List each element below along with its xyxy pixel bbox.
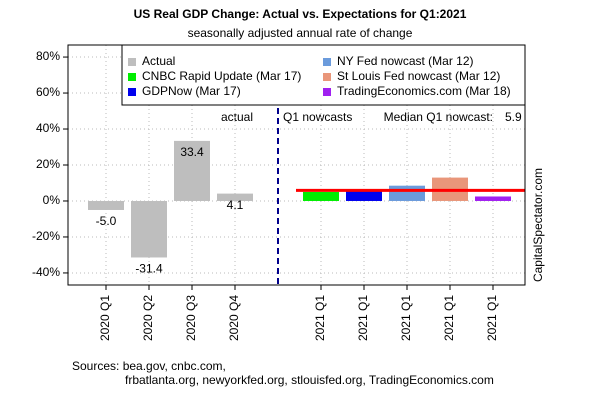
x-tick-label: 2021 Q1: [485, 295, 499, 341]
legend-label: CNBC Rapid Update (Mar 17): [142, 69, 301, 83]
legend-swatch: [323, 73, 331, 81]
y-tick-label: -20%: [32, 229, 60, 243]
bar: [303, 191, 339, 201]
legend-swatch: [128, 73, 136, 81]
legend-swatch: [128, 88, 136, 96]
y-tick-label: 40%: [36, 121, 60, 135]
legend-label: NY Fed nowcast (Mar 12): [337, 54, 474, 68]
bar: [88, 200, 124, 210]
legend-swatch: [128, 58, 136, 66]
legend-label: Actual: [142, 54, 175, 68]
data-label: 33.4: [180, 145, 204, 159]
bar: [131, 200, 167, 258]
bar: [389, 185, 425, 201]
bar: [475, 196, 511, 201]
x-tick-label: 2020 Q2: [141, 295, 155, 341]
bar: [346, 191, 382, 201]
annotation: actual: [221, 110, 253, 124]
data-label: -5.0: [96, 214, 117, 228]
median-value: 5.9: [505, 110, 522, 124]
bar: [174, 140, 210, 201]
x-tick-label: 2021 Q1: [399, 295, 413, 341]
y-tick-label: 0%: [43, 193, 61, 207]
sources: Sources: bea.gov, cnbc.com,: [72, 359, 226, 373]
y-tick-label: 60%: [36, 85, 60, 99]
x-tick-label: 2020 Q4: [227, 295, 241, 341]
y-tick-label: 20%: [36, 157, 60, 171]
data-label: -31.4: [135, 262, 163, 276]
median-label: Median Q1 nowcast:: [384, 110, 493, 124]
y-tick-label: -40%: [32, 265, 60, 279]
legend-label: St Louis Fed nowcast (Mar 12): [337, 69, 500, 83]
x-tick-label: 2020 Q3: [184, 295, 198, 341]
legend-swatch: [323, 58, 331, 66]
sources: frbatlanta.org, newyorkfed.org, stlouisf…: [125, 373, 494, 387]
legend-label: GDPNow (Mar 17): [142, 84, 241, 98]
legend-label: TradingEconomics.com (Mar 18): [337, 84, 511, 98]
x-tick-label: 2021 Q1: [442, 295, 456, 341]
chart-subtitle: seasonally adjusted annual rate of chang…: [188, 26, 413, 40]
legend-swatch: [323, 88, 331, 96]
y-tick-label: 80%: [36, 49, 60, 63]
bar: [217, 193, 253, 201]
side-label: CapitalSpectator.com: [531, 168, 545, 282]
x-tick-label: 2020 Q1: [98, 295, 112, 341]
x-tick-label: 2021 Q1: [313, 295, 327, 341]
annotation: Q1 nowcasts: [283, 110, 352, 124]
chart-title: US Real GDP Change: Actual vs. Expectati…: [134, 7, 467, 21]
x-tick-label: 2021 Q1: [356, 295, 370, 341]
data-label: 4.1: [227, 198, 244, 212]
